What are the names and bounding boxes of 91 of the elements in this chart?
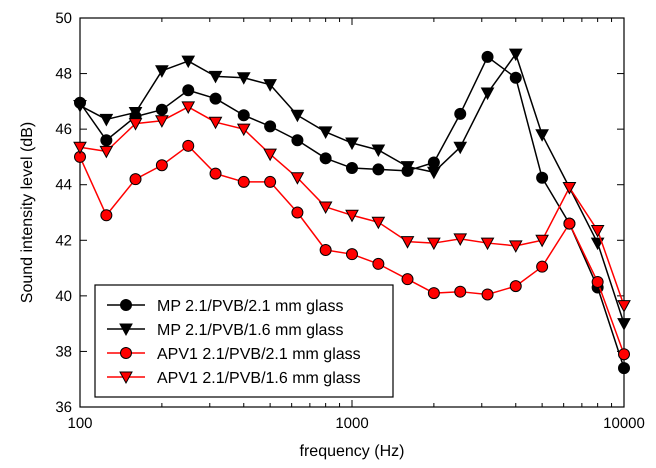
point (210, 92, 222, 105)
point (428, 287, 440, 300)
point (536, 172, 548, 184)
x-tick-label: 10000 (603, 415, 645, 432)
point (401, 236, 414, 248)
point (264, 176, 276, 188)
point (320, 244, 332, 256)
point (346, 210, 358, 222)
point (100, 146, 113, 158)
point (510, 72, 522, 84)
point (319, 126, 332, 138)
point (209, 116, 222, 129)
point (210, 168, 222, 180)
point (264, 120, 276, 132)
point (536, 260, 548, 273)
point (264, 79, 277, 92)
point (346, 138, 358, 150)
point (346, 248, 358, 260)
point (155, 115, 168, 128)
point (618, 300, 630, 312)
point (237, 124, 250, 136)
point (481, 88, 494, 100)
point (238, 109, 250, 122)
legend-label: APV1 2.1/PVB/2.1 mm glass (157, 346, 361, 363)
point (319, 201, 332, 214)
point (74, 150, 86, 163)
point (291, 134, 304, 146)
point (428, 156, 440, 168)
point (290, 172, 304, 184)
point (618, 362, 630, 374)
point (238, 176, 250, 188)
y-tick-label: 40 (55, 288, 72, 305)
point (618, 318, 630, 330)
x-tick-label: 100 (67, 415, 93, 432)
point (264, 148, 277, 161)
point (592, 276, 604, 288)
y-tick-label: 38 (55, 343, 72, 360)
y-tick-label: 48 (55, 66, 72, 83)
point (618, 348, 630, 360)
point (454, 233, 467, 246)
point (482, 288, 494, 300)
x-axis-title: frequency (Hz) (300, 443, 404, 460)
legend-label: MP 2.1/PVB/1.6 mm glass (157, 322, 344, 339)
point (156, 104, 168, 116)
point (427, 238, 440, 250)
point (290, 110, 304, 122)
point (100, 134, 112, 146)
point (454, 142, 467, 154)
point (237, 72, 250, 84)
point (100, 209, 112, 222)
point (209, 70, 222, 83)
point (481, 238, 494, 250)
point (454, 286, 466, 298)
point (482, 50, 494, 63)
point (509, 240, 522, 252)
point (100, 114, 113, 126)
point (372, 258, 384, 270)
point (427, 166, 440, 179)
y-tick-label: 36 (55, 399, 72, 416)
point (156, 159, 168, 172)
y-axis-title: Sound intensity level (dB) (19, 122, 36, 304)
legend-label: MP 2.1/PVB/2.1 mm glass (157, 298, 344, 315)
point (129, 118, 142, 130)
point (74, 100, 86, 112)
point (320, 152, 332, 164)
y-tick-label: 50 (55, 10, 72, 27)
point (182, 101, 195, 114)
point (155, 65, 168, 78)
y-tick-label: 44 (55, 176, 72, 194)
point (372, 163, 384, 176)
point (536, 129, 549, 142)
y-tick-label: 42 (55, 232, 72, 250)
point (536, 234, 549, 247)
point (182, 140, 194, 152)
point (591, 238, 604, 250)
point (510, 280, 522, 292)
legend-label: APV1 2.1/PVB/1.6 mm glass (157, 370, 361, 387)
point (346, 162, 358, 174)
point (291, 206, 304, 218)
point (509, 48, 522, 61)
point (74, 142, 86, 154)
point (402, 273, 414, 286)
point (372, 216, 385, 229)
point (591, 225, 604, 238)
point (130, 173, 142, 186)
point (182, 56, 195, 68)
point (454, 108, 466, 120)
point (372, 144, 385, 156)
point (182, 84, 194, 96)
y-tick-label: 46 (55, 121, 72, 138)
x-tick-label: 1000 (335, 415, 369, 432)
